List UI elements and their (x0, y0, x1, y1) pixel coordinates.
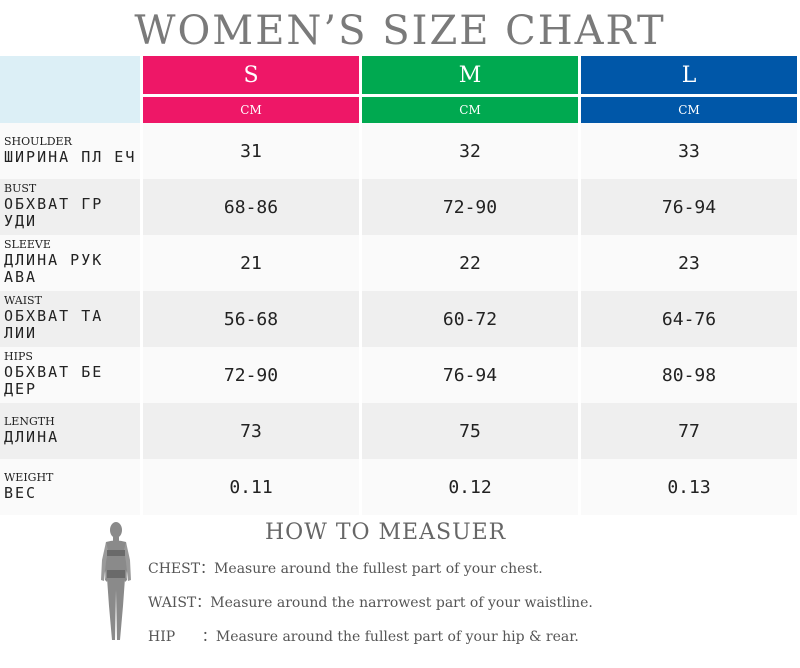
row-label: SHOULDER ШИРИНА ПЛ ЕЧ (0, 123, 140, 179)
hip-instruction: HIP ：Measure around the fullest part of … (148, 629, 579, 645)
value-cell: 76-94 (362, 347, 578, 403)
value-cell: 0.12 (362, 459, 578, 515)
unit-header-row: CM CM CM (0, 97, 797, 123)
unit-header-m: CM (362, 97, 578, 123)
row-label-en: SHOULDER (4, 135, 72, 149)
waist-instruction: WAIST：Measure around the narrowest part … (148, 595, 593, 611)
row-label-ru: ДЛИНА (4, 427, 60, 446)
row-shoulder: SHOULDER ШИРИНА ПЛ ЕЧ 31 32 33 (0, 123, 797, 179)
row-label-ru: ДЛИНА РУК АВА (4, 251, 104, 287)
chart-title: WOMEN’S SIZE CHART (134, 8, 666, 54)
row-label-en: BUST (4, 182, 37, 196)
value-cell: 73 (143, 403, 359, 459)
row-length: LENGTH ДЛИНА 73 75 77 (0, 403, 797, 459)
value-cell: 0.13 (581, 459, 797, 515)
row-bust: BUST ОБХВАТ ГР УДИ 68-86 72-90 76-94 (0, 179, 797, 235)
value-cell: 31 (143, 123, 359, 179)
value-cell: 60-72 (362, 291, 578, 347)
row-hips: HIPS ОБХВАТ БЕ ДЕР 72-90 76-94 80-98 (0, 347, 797, 403)
row-label: WAIST ОБХВАТ ТА ЛИИ (0, 291, 140, 347)
row-label-en: HIPS (4, 350, 33, 364)
value-cell: 32 (362, 123, 578, 179)
value-cell: 77 (581, 403, 797, 459)
row-label-ru: ОБХВАТ ТА ЛИИ (4, 307, 104, 343)
value-cell: 0.11 (143, 459, 359, 515)
row-weight: WEIGHT ВЕС 0.11 0.12 0.13 (0, 459, 797, 515)
size-header-s: S (143, 56, 359, 97)
value-cell: 22 (362, 235, 578, 291)
row-waist: WAIST ОБХВАТ ТА ЛИИ 56-68 60-72 64-76 (0, 291, 797, 347)
value-cell: 64-76 (581, 291, 797, 347)
value-cell: 23 (581, 235, 797, 291)
unit-header-s: CM (143, 97, 359, 123)
row-label: HIPS ОБХВАТ БЕ ДЕР (0, 347, 140, 403)
row-sleeve: SLEEVE ДЛИНА РУК АВА 21 22 23 (0, 235, 797, 291)
row-label-en: SLEEVE (4, 238, 51, 252)
value-cell: 68-86 (143, 179, 359, 235)
body-silhouette-icon (96, 520, 136, 648)
how-to-measure-section: HOW TO MEASUER CHEST：Measure around the … (0, 516, 800, 668)
row-label-ru: ШИРИНА ПЛ ЕЧ (4, 147, 137, 166)
value-cell: 80-98 (581, 347, 797, 403)
how-to-measure-title: HOW TO MEASUER (265, 520, 507, 545)
value-cell: 75 (362, 403, 578, 459)
row-label: LENGTH ДЛИНА (0, 403, 140, 459)
row-label-ru: ОБХВАТ ГР УДИ (4, 195, 104, 231)
corner-cell (0, 56, 140, 123)
row-label-en: WAIST (4, 294, 42, 308)
value-cell: 76-94 (581, 179, 797, 235)
value-cell: 72-90 (362, 179, 578, 235)
size-header-row: S M L (0, 56, 797, 123)
value-cell: 56-68 (143, 291, 359, 347)
row-label-en: WEIGHT (4, 471, 54, 485)
size-header-l: L (581, 56, 797, 97)
row-label-ru: ВЕС (4, 483, 38, 502)
row-label-en: LENGTH (4, 415, 55, 429)
unit-header-l: CM (581, 97, 797, 123)
value-cell: 33 (581, 123, 797, 179)
row-label-ru: ОБХВАТ БЕ ДЕР (4, 363, 104, 399)
row-label: SLEEVE ДЛИНА РУК АВА (0, 235, 140, 291)
size-chart-table: S M L CM CM CM SHOULDER ШИРИНА ПЛ ЕЧ 31 … (0, 56, 800, 515)
chest-instruction: CHEST：Measure around the fullest part of… (148, 561, 543, 577)
row-label: WEIGHT ВЕС (0, 459, 140, 515)
value-cell: 21 (143, 235, 359, 291)
row-label: BUST ОБХВАТ ГР УДИ (0, 179, 140, 235)
value-cell: 72-90 (143, 347, 359, 403)
size-header-m: M (362, 56, 578, 97)
